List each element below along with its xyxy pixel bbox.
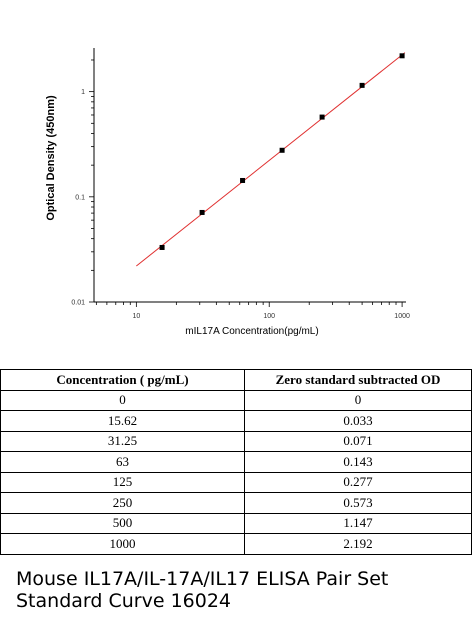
fit-line-group [136, 52, 406, 267]
column-header-od: Zero standard subtracted OD [244, 369, 472, 391]
x-tick-label: 10 [132, 313, 140, 320]
chart-axes [93, 48, 406, 303]
data-point [279, 147, 285, 153]
table-row: 63 0.143 [0, 451, 472, 473]
data-point [199, 209, 205, 215]
table-row: 250 0.573 [0, 492, 472, 514]
data-point [240, 177, 246, 183]
x-tick-label: 100 [263, 313, 275, 320]
table-row: 500 1.147 [0, 512, 472, 534]
standard-data-table: Concentration ( pg/mL) Zero standard sub… [0, 369, 472, 555]
data-point [319, 114, 325, 120]
od-cell: 0.071 [244, 430, 472, 452]
x-tick-label: 1000 [394, 313, 410, 320]
y-tick-label: 0.1 [75, 194, 85, 201]
chart-ticks: 10 100 1000 0.01 0.1 1 [71, 59, 410, 320]
od-cell: 2.192 [244, 533, 472, 555]
table-row: 1000 2.192 [0, 533, 472, 555]
concentration-cell: 31.25 [0, 430, 245, 452]
y-tick-label: 0.01 [71, 300, 85, 307]
y-axis-title: Optical Density (450nm) [45, 95, 57, 221]
x-axis-title: mIL17A Concentration(pg/mL) [185, 326, 318, 337]
od-cell: 0.277 [244, 471, 472, 493]
data-point [359, 82, 365, 88]
concentration-cell: 63 [0, 451, 245, 473]
column-header-concentration: Concentration ( pg/mL) [0, 369, 245, 391]
data-points [159, 53, 405, 250]
table-row: 31.25 0.071 [0, 430, 472, 452]
concentration-cell: 1000 [0, 533, 245, 555]
concentration-cell: 15.62 [0, 410, 245, 432]
table-header-row: Concentration ( pg/mL) Zero standard sub… [0, 369, 472, 391]
od-cell: 0.033 [244, 410, 472, 432]
concentration-cell: 250 [0, 492, 245, 514]
od-cell: 1.147 [244, 512, 472, 534]
table-row: 125 0.277 [0, 471, 472, 493]
figure-caption: Mouse IL17A/IL-17A/IL17 ELISA Pair Set S… [16, 568, 466, 612]
caption-line-1: Mouse IL17A/IL-17A/IL17 ELISA Pair Set [16, 568, 389, 590]
concentration-cell: 0 [0, 389, 245, 411]
data-point [159, 244, 165, 250]
table-row: 15.62 0.033 [0, 410, 472, 432]
od-cell: 0 [244, 389, 472, 411]
od-cell: 0.573 [244, 492, 472, 514]
concentration-cell: 125 [0, 471, 245, 493]
y-tick-label: 1 [81, 89, 85, 96]
od-cell: 0.143 [244, 451, 472, 473]
table-row: 0 0 [0, 389, 472, 411]
standard-curve-chart: 10 100 1000 0.01 0.1 1 mIL17A Concentration(p… [45, 48, 410, 337]
data-point [399, 53, 405, 59]
caption-line-2: Standard Curve 16024 [16, 590, 232, 612]
fit-line [136, 52, 406, 267]
concentration-cell: 500 [0, 512, 245, 534]
